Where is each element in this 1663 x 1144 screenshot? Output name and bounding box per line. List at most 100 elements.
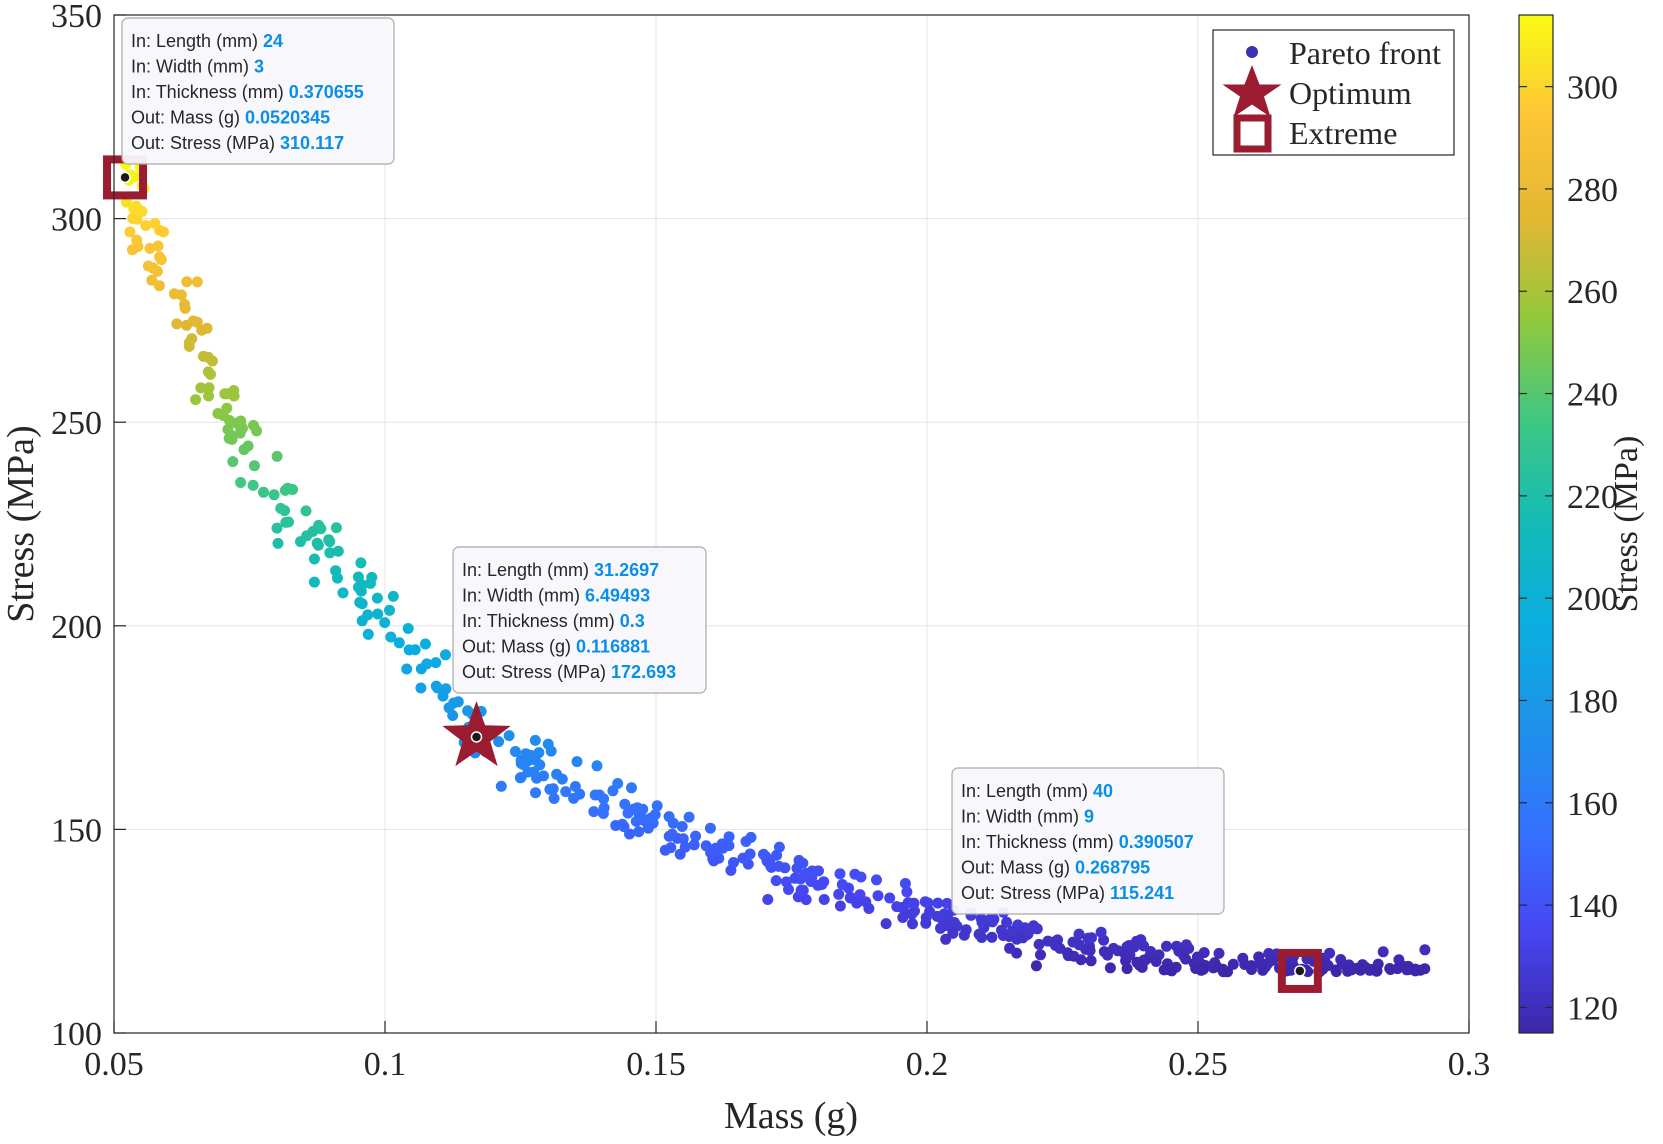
- pareto-point: [430, 680, 442, 692]
- pareto-point: [136, 205, 148, 217]
- colorbar-tick-label: 140: [1567, 888, 1618, 925]
- pareto-point: [366, 571, 378, 583]
- pareto-point: [1163, 964, 1175, 976]
- axis-ticks: 0.05 0.1 0.15 0.2 0.25 0.3 100 150 200 250 300 350: [51, 0, 1490, 1083]
- datatip-anchor: [119, 171, 131, 184]
- pareto-point: [1402, 960, 1414, 972]
- pareto-point: [203, 382, 215, 394]
- y-tick-label: 150: [51, 812, 102, 849]
- datatip-label: In: Width (mm): [462, 586, 585, 606]
- pareto-point: [1384, 963, 1396, 974]
- pareto-point: [205, 368, 216, 380]
- datatip-row: Out: Mass (g) 0.0520345: [131, 108, 330, 128]
- datatips: In: Length (mm) 24 In: Width (mm) 3 In: Th…: [119, 17, 1306, 977]
- datatip-value: 40: [1093, 781, 1113, 801]
- y-tick-label: 350: [51, 0, 102, 35]
- pareto-point: [836, 879, 848, 890]
- pareto-point: [271, 450, 283, 462]
- pareto-point: [1098, 946, 1110, 958]
- datatip-box: [452, 546, 707, 694]
- pareto-point: [647, 817, 659, 829]
- pareto-point: [958, 929, 970, 941]
- datatip-row: In: Thickness (mm) 0.370655: [131, 82, 364, 102]
- datatip-row: In: Width (mm) 9: [961, 807, 1094, 827]
- pareto-point: [783, 884, 794, 895]
- pareto-point: [1180, 939, 1192, 951]
- datatip-label: Out: Mass (g): [131, 108, 245, 128]
- pareto-point: [871, 874, 882, 886]
- legend-star-icon: [1222, 65, 1282, 117]
- pareto-point: [547, 783, 559, 795]
- colorbar-label: Stress (MPa): [1608, 436, 1645, 613]
- pareto-point: [560, 786, 572, 798]
- pareto-point: [1180, 953, 1192, 965]
- pareto-point: [1345, 964, 1357, 976]
- pareto-point: [633, 826, 645, 838]
- colorbar-tick-label: 160: [1567, 786, 1618, 823]
- pareto-point: [1084, 945, 1096, 957]
- pareto-point: [834, 868, 846, 880]
- datatip-value: 0.268795: [1075, 858, 1150, 878]
- pareto-point: [242, 440, 254, 452]
- pareto-point: [308, 553, 320, 565]
- datatip-label: Out: Stress (MPa): [961, 883, 1110, 903]
- pareto-point: [1004, 942, 1016, 954]
- pareto-point: [636, 813, 648, 825]
- pareto-point: [901, 886, 913, 898]
- pareto-point: [402, 623, 414, 634]
- colorbar-tick-label: 220: [1567, 479, 1618, 516]
- datatip-row: In: Width (mm) 3: [131, 57, 264, 77]
- pareto-point: [773, 860, 785, 872]
- pareto-point: [330, 565, 342, 577]
- pareto-point: [1213, 947, 1225, 959]
- pareto-point: [1245, 960, 1257, 972]
- pareto-point: [591, 760, 603, 772]
- pareto-point: [665, 842, 677, 854]
- pareto-points: [120, 159, 1431, 978]
- legend-label-pareto-front: Pareto front: [1289, 35, 1441, 71]
- datatip-label: In: Thickness (mm): [961, 832, 1119, 852]
- datatip: In: Length (mm) 40 In: Width (mm) 9 In: Th…: [951, 767, 1306, 977]
- pareto-point: [622, 807, 634, 819]
- pareto-point: [1197, 963, 1209, 975]
- datatip-label: In: Length (mm): [961, 781, 1093, 801]
- pareto-point: [1191, 951, 1203, 963]
- pareto-point: [1073, 928, 1085, 940]
- pareto-point: [332, 545, 344, 557]
- pareto-point: [1035, 949, 1046, 961]
- pareto-point: [607, 785, 619, 797]
- pareto-point: [248, 419, 259, 431]
- pareto-point: [588, 806, 600, 818]
- pareto-point: [409, 644, 421, 656]
- datatip-row: Out: Stress (MPa) 172.693: [462, 662, 676, 682]
- pareto-point: [1095, 926, 1107, 938]
- pareto-point: [352, 571, 364, 583]
- datatip-label: Out: Mass (g): [961, 858, 1075, 878]
- pareto-point: [362, 628, 374, 640]
- pareto-point: [1145, 946, 1157, 957]
- pareto-point: [891, 901, 903, 913]
- pareto-point: [300, 505, 312, 517]
- pareto-point: [437, 690, 449, 702]
- pareto-point: [1019, 922, 1031, 934]
- y-tick-label: 100: [51, 1016, 102, 1053]
- pareto-point: [440, 649, 451, 661]
- pareto-point: [401, 663, 413, 675]
- pareto-point: [907, 918, 918, 930]
- pareto-point: [1371, 965, 1383, 977]
- colorbar-gradient: [1518, 14, 1554, 1034]
- datatip-value: 0.390507: [1119, 832, 1194, 852]
- datatip-anchor: [1294, 965, 1306, 977]
- pareto-point: [920, 917, 932, 929]
- pareto-point: [308, 576, 320, 588]
- pareto-point: [495, 780, 507, 792]
- pareto-point: [530, 787, 541, 799]
- pareto-point: [800, 894, 812, 906]
- pareto-point: [158, 226, 169, 238]
- pareto-point: [548, 793, 560, 804]
- pareto-point: [1354, 964, 1366, 976]
- colorbar-tick-label: 300: [1567, 70, 1618, 107]
- pareto-point: [705, 847, 717, 859]
- pareto-point: [307, 525, 319, 537]
